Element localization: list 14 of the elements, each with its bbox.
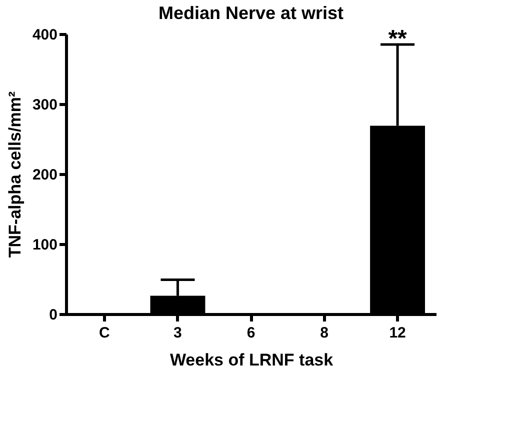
- y-tick-label: 300: [32, 96, 58, 114]
- annotation: **: [388, 26, 408, 53]
- y-tick-label: 0: [49, 306, 58, 324]
- x-tick-label: 12: [389, 324, 406, 342]
- y-axis-title: TNF-alpha cells/mm²: [5, 91, 24, 258]
- x-tick-label: 3: [174, 324, 182, 342]
- y-tick-label: 400: [32, 26, 58, 44]
- y-tick-label: 200: [32, 166, 58, 184]
- chart-title: Median Nerve at wrist: [158, 3, 344, 23]
- x-tick-label: C: [99, 324, 110, 342]
- x-tick-label: 6: [246, 324, 256, 342]
- y-tick-label: 100: [32, 236, 58, 254]
- x-tick-label: 8: [320, 324, 328, 342]
- x-axis-title: Weeks of LRNF task: [170, 350, 334, 370]
